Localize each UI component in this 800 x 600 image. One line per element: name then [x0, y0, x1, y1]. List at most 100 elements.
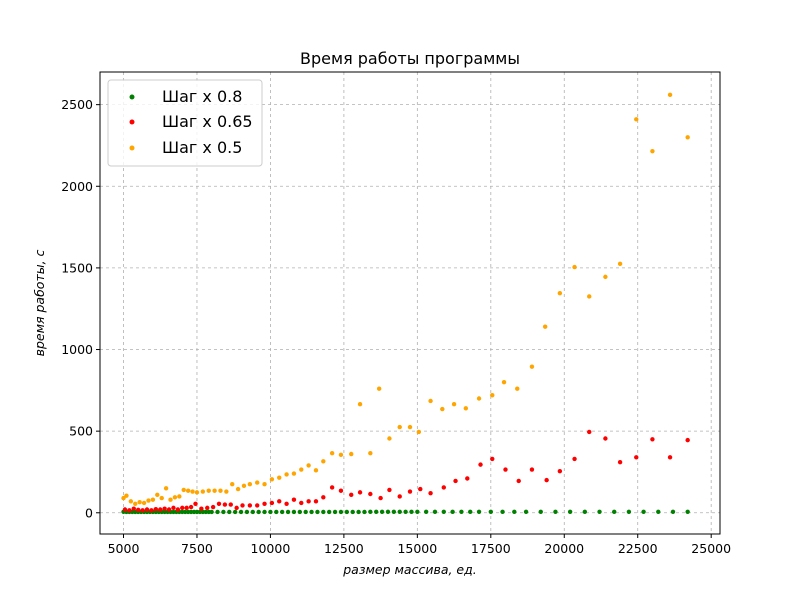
data-point	[478, 462, 483, 467]
data-point	[503, 467, 508, 472]
legend: Шаг x 0.8 Шаг x 0.65 Шаг x 0.5	[107, 79, 263, 167]
y-axis-label: время работы, с	[32, 249, 47, 356]
legend-marker-series-1	[129, 94, 135, 100]
series-2	[122, 429, 690, 513]
data-point	[516, 478, 521, 484]
y-tick-label: 1500	[61, 260, 93, 275]
data-point	[572, 264, 577, 270]
data-point	[634, 455, 639, 460]
data-point	[181, 487, 186, 493]
data-point	[172, 495, 178, 500]
data-point	[285, 509, 291, 515]
data-point	[306, 499, 311, 504]
x-tick-label: 7500	[181, 541, 213, 556]
data-point	[206, 488, 211, 493]
data-point	[216, 501, 222, 506]
data-point	[124, 493, 129, 498]
data-point	[557, 291, 563, 296]
data-point	[262, 501, 267, 506]
data-point	[572, 456, 577, 462]
data-point	[685, 135, 690, 140]
data-point	[133, 501, 138, 506]
data-point	[277, 475, 282, 480]
data-point	[309, 509, 314, 515]
data-point	[268, 509, 273, 515]
x-tick-label: 12500	[324, 541, 364, 556]
data-point	[650, 148, 655, 154]
data-point	[175, 507, 181, 512]
data-point	[163, 486, 169, 491]
data-point	[418, 486, 423, 492]
data-point	[326, 509, 332, 515]
legend-marker-series-2	[129, 119, 135, 125]
data-point	[199, 506, 204, 511]
data-point	[685, 509, 690, 514]
data-point	[338, 488, 344, 493]
data-point	[603, 436, 608, 441]
data-point	[403, 509, 408, 514]
data-point	[321, 459, 326, 464]
data-point	[262, 482, 267, 487]
data-point	[597, 509, 602, 514]
data-point	[397, 494, 402, 499]
data-point	[488, 509, 494, 514]
data-point	[159, 495, 164, 501]
data-point	[291, 509, 297, 515]
data-point	[368, 491, 373, 497]
data-point	[274, 509, 279, 515]
data-point	[128, 499, 134, 504]
data-point	[451, 402, 457, 407]
data-point	[137, 499, 142, 505]
data-point	[321, 495, 326, 500]
data-point	[542, 324, 548, 329]
x-tick-label: 20000	[544, 541, 584, 556]
data-point	[634, 117, 639, 122]
data-point	[155, 492, 160, 498]
data-point	[368, 450, 373, 456]
data-point	[349, 492, 354, 498]
data-point	[617, 459, 623, 465]
x-tick-label: 17500	[471, 541, 511, 556]
legend-label-series-2: Шаг x 0.65	[162, 112, 253, 131]
data-point	[338, 452, 344, 458]
data-point	[255, 480, 260, 485]
data-point	[194, 490, 200, 495]
data-point	[553, 509, 558, 514]
data-point	[158, 507, 163, 512]
y-tick-label: 0	[85, 505, 93, 520]
data-point	[453, 478, 458, 484]
legend-label-series-3: Шаг x 0.5	[162, 138, 242, 157]
data-point	[149, 508, 154, 513]
x-tick-label: 10000	[251, 541, 291, 556]
data-point	[180, 505, 185, 511]
data-point	[329, 485, 335, 490]
data-point	[356, 509, 361, 515]
data-point	[463, 406, 469, 411]
data-point	[357, 490, 363, 495]
data-point	[235, 486, 241, 492]
y-tick-label: 500	[69, 424, 93, 439]
data-point	[650, 437, 655, 442]
data-point	[476, 396, 482, 401]
data-point	[177, 494, 182, 499]
data-point	[376, 386, 382, 391]
data-point	[332, 509, 338, 515]
data-point	[234, 505, 239, 511]
data-point	[670, 509, 676, 514]
x-tick-label: 22500	[618, 541, 658, 556]
data-point	[490, 393, 495, 398]
data-point	[150, 497, 156, 502]
data-point	[313, 468, 319, 473]
data-point	[432, 509, 438, 514]
data-point	[667, 92, 673, 98]
data-point	[171, 505, 176, 511]
data-point	[338, 509, 344, 515]
data-point	[230, 482, 235, 487]
data-point	[153, 506, 159, 512]
data-point	[136, 507, 141, 513]
data-point	[315, 509, 320, 515]
data-point	[667, 455, 673, 460]
data-point	[190, 489, 195, 494]
data-point	[617, 261, 623, 267]
legend-box	[107, 79, 263, 167]
